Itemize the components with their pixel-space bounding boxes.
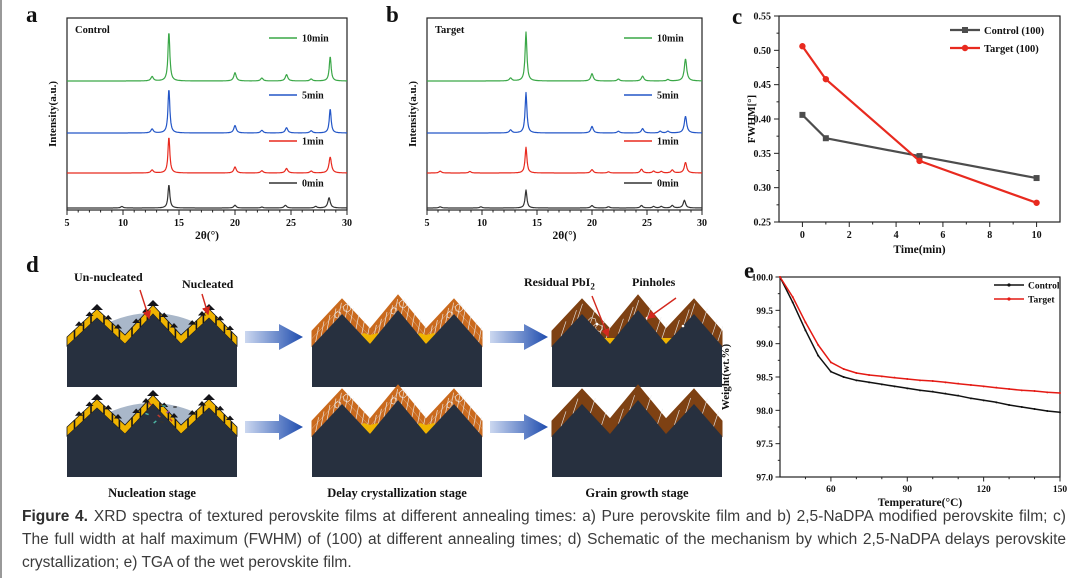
svg-text:Control (100): Control (100) [984, 26, 1045, 37]
svg-text:98.5: 98.5 [756, 374, 773, 384]
svg-text:99.5: 99.5 [756, 307, 773, 317]
svg-text:Temperature(°C): Temperature(°C) [878, 497, 963, 509]
panel-label-a: a [26, 2, 38, 27]
svg-text:97.0: 97.0 [756, 474, 773, 484]
svg-text:FWHM[°]: FWHM[°] [746, 95, 758, 143]
svg-text:Weight(wt.%): Weight(wt.%) [720, 344, 732, 411]
svg-text:2: 2 [847, 230, 852, 241]
svg-text:15: 15 [174, 218, 184, 229]
svg-text:Target: Target [1028, 296, 1055, 306]
panel-label-e: e [744, 258, 755, 283]
svg-text:0.50: 0.50 [754, 46, 772, 57]
figure-caption-label: Figure 4. [22, 508, 88, 525]
svg-text:15: 15 [532, 218, 542, 229]
svg-text:98.0: 98.0 [756, 407, 773, 417]
svg-text:30: 30 [697, 218, 707, 229]
svg-text:5min: 5min [302, 91, 324, 102]
svg-text:2θ(°): 2θ(°) [195, 230, 219, 242]
svg-text:0.35: 0.35 [754, 149, 772, 160]
svg-text:5: 5 [65, 218, 70, 229]
svg-text:90: 90 [903, 485, 913, 495]
label-delay-crystallization-stage: Delay crystallization stage [327, 486, 467, 500]
panel-label-b: b [386, 2, 399, 27]
xrd-target-chart: 5 10 15 20 25 30 2θ(°) Intensity(a.u.) Target 10m… [407, 17, 707, 242]
svg-text:0.25: 0.25 [754, 218, 772, 229]
svg-text:100.0: 100.0 [752, 274, 774, 284]
svg-text:0: 0 [800, 230, 805, 241]
label-unnucleated: Un-nucleated [74, 270, 143, 284]
label-grain-growth-stage: Grain growth stage [585, 486, 689, 500]
svg-text:0min: 0min [657, 179, 679, 190]
svg-text:10: 10 [477, 218, 487, 229]
svg-text:10min: 10min [657, 34, 684, 45]
svg-text:60: 60 [826, 485, 836, 495]
svg-text:0min: 0min [302, 179, 324, 190]
svg-text:10: 10 [1032, 230, 1042, 241]
svg-text:Target (100): Target (100) [984, 44, 1039, 55]
panel-label-c: c [732, 4, 743, 29]
svg-text:0.45: 0.45 [754, 80, 772, 91]
svg-text:0.55: 0.55 [754, 12, 772, 23]
svg-text:99.0: 99.0 [756, 340, 773, 350]
label-nucleation-stage: Nucleation stage [108, 486, 196, 500]
mechanism-schematic: Un-nucleated Nucleated Residual PbI2 Pin… [32, 262, 742, 518]
figure-caption: Figure 4. XRD spectra of textured perovsk… [22, 506, 1066, 575]
svg-text:150: 150 [1053, 485, 1068, 495]
svg-text:0.40: 0.40 [754, 115, 772, 126]
panel-label-d: d [26, 252, 39, 277]
svg-text:5: 5 [425, 218, 430, 229]
svg-text:20: 20 [587, 218, 597, 229]
svg-text:Control: Control [1028, 282, 1060, 292]
label-pinholes: Pinholes [632, 275, 676, 289]
svg-text:5min: 5min [657, 91, 679, 102]
svg-text:0.30: 0.30 [754, 183, 772, 194]
label-residual-pbi2: Residual PbI2 [524, 275, 595, 292]
svg-text:4: 4 [894, 230, 899, 241]
svg-text:30: 30 [342, 218, 352, 229]
svg-text:97.5: 97.5 [756, 440, 773, 450]
svg-text:Time(min): Time(min) [893, 244, 945, 256]
svg-text:10: 10 [118, 218, 128, 229]
svg-text:20: 20 [230, 218, 240, 229]
svg-text:120: 120 [977, 485, 992, 495]
svg-text:Intensity(a.u.): Intensity(a.u.) [407, 81, 419, 147]
svg-text:2θ(°): 2θ(°) [552, 230, 576, 242]
svg-text:Control: Control [75, 25, 110, 36]
svg-text:Target: Target [435, 25, 465, 36]
mechanism-schematic-drawing [66, 289, 724, 477]
svg-text:Intensity(a.u.): Intensity(a.u.) [47, 81, 59, 147]
svg-text:8: 8 [987, 230, 992, 241]
fwhm-chart: 0.25 0.30 0.35 0.40 0.45 0.50 0.55 0 2 4 6 8 10 Time(… [746, 12, 1061, 256]
svg-text:25: 25 [642, 218, 652, 229]
svg-text:1min: 1min [657, 137, 679, 148]
xrd-control-chart: 5 10 15 20 25 30 2θ(°) Intensity(a.u.) Control 10… [47, 17, 352, 242]
svg-text:1min: 1min [302, 137, 324, 148]
svg-text:25: 25 [286, 218, 296, 229]
tga-chart: 97.0 97.5 98.0 98.5 99.0 99.5 100.0 60 90 120 150 T… [720, 274, 1068, 510]
svg-text:6: 6 [940, 230, 945, 241]
label-nucleated: Nucleated [182, 277, 234, 291]
figure-caption-text: XRD spectra of textured perovskite films… [22, 508, 1066, 571]
svg-text:10min: 10min [302, 34, 329, 45]
